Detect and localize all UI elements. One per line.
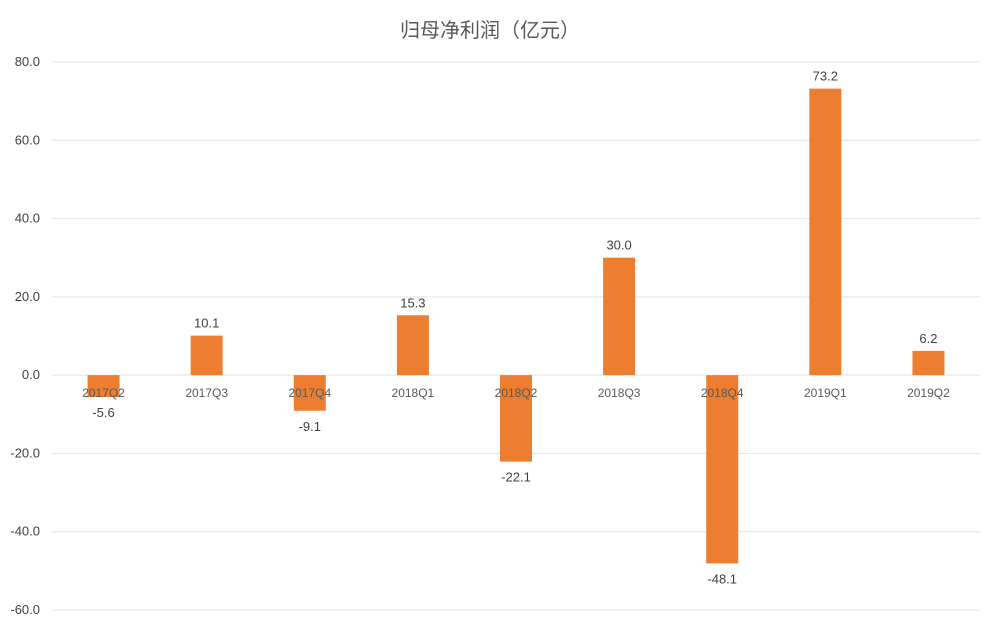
x-tick-label: 2017Q2 — [82, 386, 125, 400]
y-tick-label: 40.0 — [15, 211, 40, 226]
bar — [809, 88, 842, 376]
bar — [500, 375, 532, 462]
x-tick-label: 2018Q1 — [392, 386, 435, 400]
y-tick-label: -40.0 — [10, 524, 40, 539]
y-tick-label: 80.0 — [15, 54, 40, 69]
x-tick-label: 2019Q2 — [907, 386, 950, 400]
data-label: 15.3 — [400, 295, 425, 310]
data-label: 10.1 — [194, 316, 219, 331]
y-tick-label: -20.0 — [10, 445, 40, 460]
bar — [87, 375, 120, 398]
data-label: -5.6 — [92, 405, 114, 420]
x-tick-label: 2018Q2 — [495, 386, 538, 400]
x-tick-label: 2019Q1 — [804, 386, 847, 400]
x-tick-label: 2018Q4 — [701, 386, 744, 400]
bar — [912, 350, 945, 376]
data-label: 73.2 — [813, 69, 838, 84]
chart-title: 归母净利润（亿元） — [400, 18, 580, 42]
bar — [396, 315, 429, 376]
y-tick-label: 0.0 — [22, 367, 40, 382]
x-axis-ticks: 2017Q2 2017Q3 2017Q4 2018Q1 2018Q2 2018Q3 2018… — [82, 386, 950, 400]
x-tick-label: 2017Q4 — [288, 386, 331, 400]
bar — [190, 335, 223, 376]
bars — [87, 88, 945, 564]
data-label: -22.1 — [501, 470, 531, 485]
x-tick-label: 2017Q3 — [185, 386, 228, 400]
data-label: 6.2 — [919, 331, 937, 346]
data-label: 30.0 — [606, 238, 631, 253]
y-tick-label: 20.0 — [15, 289, 40, 304]
data-labels: -5.6 10.1 -9.1 15.3 -22.1 30.0 -48.1 73.2 6.2 — [92, 69, 937, 587]
data-label: -48.1 — [707, 571, 737, 586]
bar — [706, 375, 739, 564]
y-axis-ticks: 80.0 60.0 40.0 20.0 0.0 -20.0 -40.0 -60.0 — [10, 54, 40, 617]
x-tick-label: 2018Q3 — [598, 386, 641, 400]
y-tick-label: 60.0 — [15, 132, 40, 147]
data-label: -9.1 — [299, 419, 321, 434]
y-tick-label: -60.0 — [10, 602, 40, 617]
bar — [293, 375, 326, 411]
bar — [603, 257, 636, 376]
